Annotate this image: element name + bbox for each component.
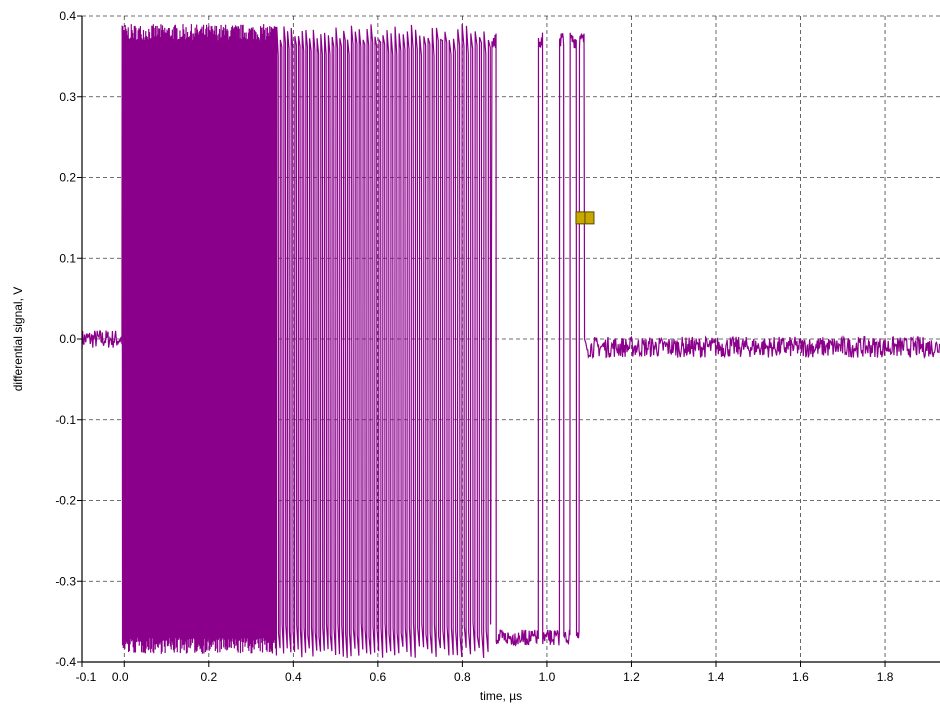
y-axis-label: differential signal, V xyxy=(11,287,25,392)
x-tick-label: 1.6 xyxy=(792,670,809,684)
x-tick-label: 0.8 xyxy=(454,670,471,684)
x-tick-label: 0.4 xyxy=(285,670,302,684)
x-tick-label: 1.8 xyxy=(877,670,894,684)
x-tick-label: 1.2 xyxy=(623,670,640,684)
x-tick-label: 1.4 xyxy=(708,670,725,684)
plot-area xyxy=(82,24,940,658)
signal-series-line xyxy=(82,24,940,658)
y-tick-label: -0.1 xyxy=(55,413,76,427)
y-tick-label: 0.2 xyxy=(59,171,76,185)
x-tick-label: 0.2 xyxy=(200,670,217,684)
y-tick-label: -0.4 xyxy=(55,655,76,669)
x-axis-label: time, µs xyxy=(480,689,522,703)
x-axis: -0.1 0.0 0.2 0.4 0.6 0.8 1.0 1.2 1.4 1.6 1.8 xyxy=(76,662,894,684)
y-tick-label: 0.4 xyxy=(59,9,76,23)
x-tick-label: 0.0 xyxy=(112,670,129,684)
x-tick-label: -0.1 xyxy=(76,670,97,684)
x-tick-label: 0.6 xyxy=(370,670,387,684)
y-tick-label: -0.2 xyxy=(55,494,76,508)
x-tick-label: 1.0 xyxy=(539,670,556,684)
y-tick-label: -0.3 xyxy=(55,574,76,588)
y-tick-label: 0.1 xyxy=(59,251,76,265)
y-tick-label: 0.3 xyxy=(59,90,76,104)
y-tick-label: 0.0 xyxy=(59,332,76,346)
y-axis: -0.4 -0.3 -0.2 -0.1 0.0 0.1 0.2 0.3 0.4 xyxy=(55,9,82,669)
